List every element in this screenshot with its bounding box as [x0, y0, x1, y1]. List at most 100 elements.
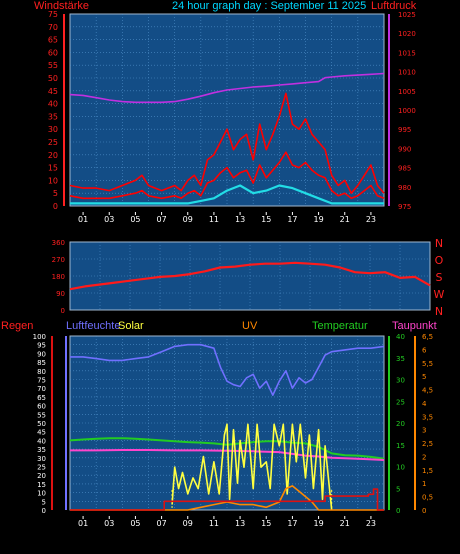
solar-header: Solar — [118, 320, 144, 332]
rain-line — [70, 488, 384, 511]
wind-y-tick-label: 5 — [53, 189, 58, 198]
wind-y-tick-label: 50 — [48, 74, 58, 83]
wind-y-tick-label: 25 — [48, 138, 58, 147]
wind-panel-x-tick-label: 23 — [366, 215, 376, 224]
temperature-y-tick-label: 40 — [396, 333, 405, 341]
humidity-y-tick-label: 95 — [37, 342, 46, 350]
uv-header: UV — [242, 320, 258, 332]
wind-y-tick-label: 20 — [48, 151, 58, 160]
humidity-y-tick-label: 0 — [42, 507, 46, 515]
wind-y-tick-label: 15 — [48, 164, 58, 173]
wind-line — [69, 151, 385, 200]
pressure-line — [69, 72, 385, 104]
humidity-header: Luftfeuchte — [66, 320, 121, 332]
compass-letter: N — [435, 305, 443, 318]
pressure-y-tick-label: 1015 — [398, 49, 416, 57]
uv-y-tick-label: 2,5 — [422, 440, 433, 448]
wind-y-tick-label: 10 — [48, 176, 58, 185]
temperature-y-tick-label: 35 — [396, 355, 405, 363]
wind-panel-x-tick-label: 09 — [183, 215, 193, 224]
wind-panel-x-tick-label: 19 — [313, 215, 323, 224]
uv-y-tick-label: 1 — [422, 480, 426, 488]
direction-y-tick-label: 90 — [56, 290, 65, 298]
direction-y-tick-label: 360 — [52, 239, 65, 247]
solar-line — [171, 423, 333, 511]
pressure-y-tick-label: 1020 — [398, 30, 416, 38]
uv-y-tick-label: 6 — [422, 346, 427, 354]
pressure-y-tick-label: 990 — [398, 145, 411, 153]
humidity-y-tick-label: 65 — [37, 394, 46, 402]
combined-panel-x-tick-label: 19 — [313, 519, 323, 528]
humidity-y-tick-label: 100 — [33, 333, 46, 341]
humidity-y-tick-label: 60 — [37, 403, 46, 411]
pressure-y-tick-label: 1005 — [398, 88, 416, 96]
humidity-y-tick-label: 70 — [37, 385, 46, 393]
wind-y-tick-label: 45 — [48, 87, 58, 96]
pressure-y-tick-label: 1000 — [398, 107, 416, 115]
combined-panel-x-tick-label: 07 — [156, 519, 166, 528]
compass-letter: N — [435, 237, 443, 250]
wind-axis-title: Windstärke — [34, 0, 90, 12]
humidity-y-tick-label: 30 — [37, 455, 46, 463]
wind-y-tick-label: 40 — [48, 100, 58, 109]
combined-panel-x-tick-label: 01 — [78, 519, 88, 528]
humidity-y-tick-label: 45 — [37, 429, 46, 437]
pressure-axis-title: Luftdruck — [371, 0, 417, 12]
compass-letter: S — [436, 271, 443, 284]
wind-y-tick-label: 55 — [48, 61, 58, 70]
humidity-y-tick-label: 40 — [37, 437, 46, 445]
wind-y-tick-label: 65 — [48, 36, 58, 45]
direction-y-tick-label: 0 — [61, 307, 65, 315]
wind-y-tick-label: 75 — [48, 10, 58, 19]
direction-line — [69, 261, 431, 291]
humidity-y-tick-label: 80 — [37, 368, 46, 376]
wind-y-tick-label: 35 — [48, 112, 58, 121]
temperature-y-tick-label: 15 — [396, 442, 405, 450]
wind-panel-x-tick-label: 01 — [78, 215, 88, 224]
temperature-y-tick-label: 20 — [396, 420, 405, 428]
temperature-y-tick-label: 30 — [396, 377, 405, 385]
uv-y-tick-label: 1,5 — [422, 467, 433, 475]
temperature-header: Temperatur — [312, 320, 368, 332]
pressure-y-tick-label: 995 — [398, 126, 411, 134]
temperature-y-tick-label: 0 — [396, 507, 400, 515]
compass-letter: O — [435, 254, 444, 267]
humidity-y-tick-label: 35 — [37, 446, 46, 454]
pressure-y-tick-label: 975 — [398, 203, 411, 211]
direction-y-tick-label: 270 — [52, 256, 65, 264]
pressure-y-tick-label: 980 — [398, 184, 411, 192]
wind-panel-x-tick-label: 17 — [287, 215, 297, 224]
wind-panel-x-tick-label: 21 — [340, 215, 350, 224]
humidity-y-tick-label: 20 — [37, 472, 46, 480]
wind-panel-x-tick-label: 13 — [235, 215, 245, 224]
combined-panel-x-tick-label: 13 — [235, 519, 245, 528]
wind-panel-x-tick-label: 15 — [261, 215, 271, 224]
combined-panel-x-tick-label: 03 — [104, 519, 114, 528]
uv-y-tick-label: 2 — [422, 453, 426, 461]
rain-header: Regen — [1, 320, 34, 332]
humidity-y-tick-label: 25 — [37, 464, 46, 472]
wind_avg-line — [70, 184, 384, 205]
combined-panel-x-tick-label: 15 — [261, 519, 271, 528]
pressure-y-tick-label: 985 — [398, 165, 411, 173]
combined-panel-x-tick-label: 05 — [130, 519, 140, 528]
wind-y-tick-label: 0 — [53, 202, 58, 211]
humidity-line — [70, 343, 385, 396]
dewpoint-header: Taupunkt — [392, 320, 437, 332]
page-title: 24 hour graph day : September 11 2025 — [172, 0, 367, 12]
temperature-y-tick-label: 10 — [396, 464, 405, 472]
temperature-y-tick-label: 25 — [396, 398, 405, 406]
wind-y-tick-label: 60 — [48, 48, 58, 57]
gust-line — [69, 92, 385, 194]
humidity-y-tick-label: 15 — [37, 481, 46, 489]
humidity-y-tick-label: 5 — [42, 498, 46, 506]
uv-y-tick-label: 0 — [422, 507, 426, 515]
wind-panel-x-tick-label: 11 — [209, 215, 219, 224]
humidity-y-tick-label: 55 — [37, 411, 46, 419]
combined-panel-x-tick-label: 11 — [209, 519, 219, 528]
uv-y-tick-label: 4 — [422, 400, 427, 408]
wind-panel-x-tick-label: 03 — [104, 215, 114, 224]
uv-y-tick-label: 4,5 — [422, 387, 433, 395]
humidity-y-tick-label: 50 — [37, 420, 46, 428]
humidity-y-tick-label: 90 — [37, 350, 46, 358]
